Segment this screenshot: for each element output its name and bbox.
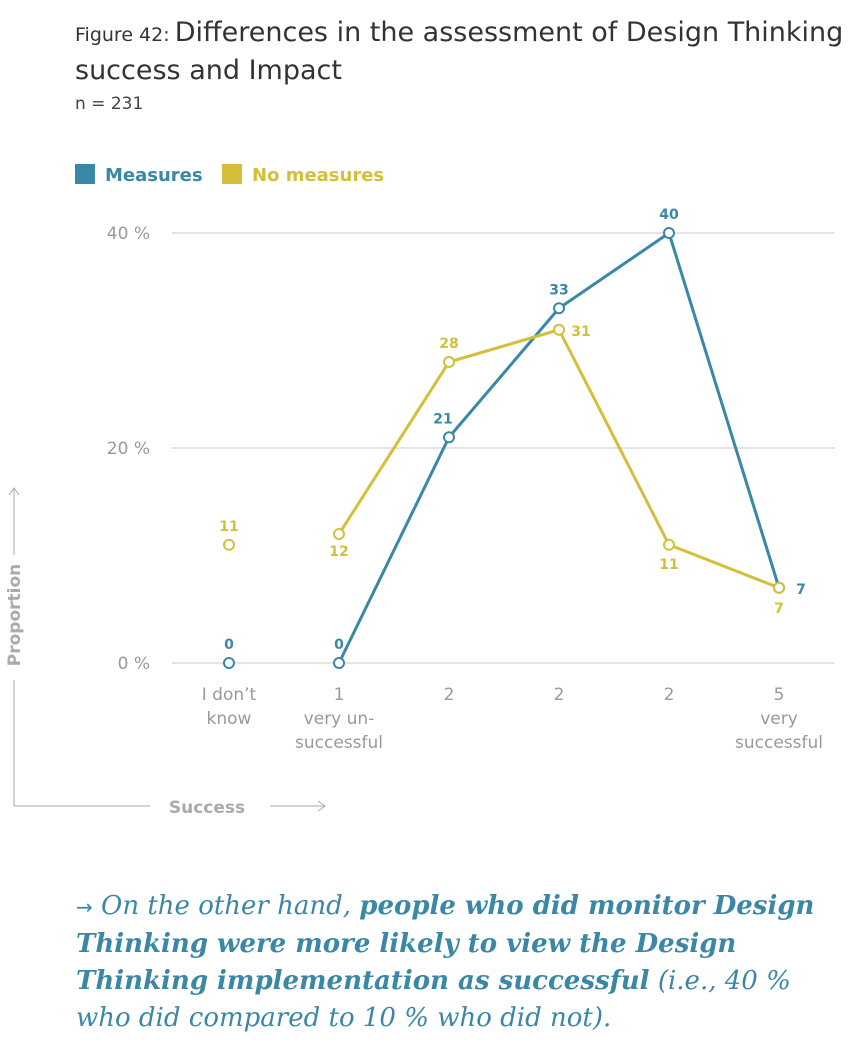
legend-swatch-0 <box>75 164 95 184</box>
series-1-data-label-4: 11 <box>659 557 678 573</box>
series-0-data-label-4: 40 <box>659 207 679 223</box>
x-tick-label-5-2: successful <box>735 733 823 753</box>
x-tick-label-5-0: 5 <box>774 685 785 705</box>
x-tick-label-5-1: very <box>760 709 798 729</box>
series-1-data-label-0: 11 <box>219 519 238 535</box>
series-1-point-4 <box>664 540 674 550</box>
note-text-1: On the other hand, <box>101 891 359 921</box>
x-tick-label-4-0: 2 <box>664 685 675 705</box>
line-chart: Measures No measures 0 % 20 % 40 % I don’t kno… <box>0 0 860 860</box>
takeaway-note: → On the other hand, people who did moni… <box>76 888 836 1037</box>
series-line-1 <box>339 330 779 588</box>
x-axis-title: Success <box>169 798 245 818</box>
series-1-point-2 <box>444 357 454 367</box>
series-0-point-2 <box>444 432 454 442</box>
x-tick-label-3-0: 2 <box>554 685 565 705</box>
series-1-point-5 <box>774 583 784 593</box>
series-1-point-3 <box>554 325 564 335</box>
x-tick-label-1-1: very un- <box>304 709 375 729</box>
x-tick-label-0-0: I don’t <box>202 685 257 705</box>
series-0-data-label-2: 21 <box>433 411 452 427</box>
series-0-data-label-3: 33 <box>549 282 568 298</box>
series-0-point-0 <box>224 658 234 668</box>
series-1-point-0 <box>224 540 234 550</box>
legend-swatch-1 <box>222 164 242 184</box>
series-1-data-label-3: 31 <box>571 324 590 340</box>
legend-label-0: Measures <box>105 165 203 186</box>
y-tick-label-20: 20 % <box>107 439 150 459</box>
x-tick-label-2-0: 2 <box>444 685 455 705</box>
series-0-data-label-5: 7 <box>796 582 806 598</box>
series-1-data-label-1: 12 <box>329 544 348 560</box>
series-1-data-label-5: 7 <box>774 601 784 617</box>
series-1-point-1 <box>334 529 344 539</box>
x-tick-label-0-1: know <box>207 709 252 729</box>
x-tick-label-1-0: 1 <box>334 685 345 705</box>
series-0-point-1 <box>334 658 344 668</box>
x-tick-label-1-2: successful <box>295 733 383 753</box>
arrow-right-icon: → <box>76 895 93 919</box>
series-0-point-3 <box>554 303 564 313</box>
legend-label-1: No measures <box>252 165 384 186</box>
series-1-data-label-2: 28 <box>439 336 458 352</box>
series-0-data-label-1: 0 <box>334 637 344 653</box>
y-tick-label-0: 0 % <box>118 654 150 674</box>
series-0-data-label-0: 0 <box>224 637 234 653</box>
series-0-point-4 <box>664 228 674 238</box>
y-axis-title: Proportion <box>5 564 25 667</box>
y-tick-label-40: 40 % <box>107 224 150 244</box>
